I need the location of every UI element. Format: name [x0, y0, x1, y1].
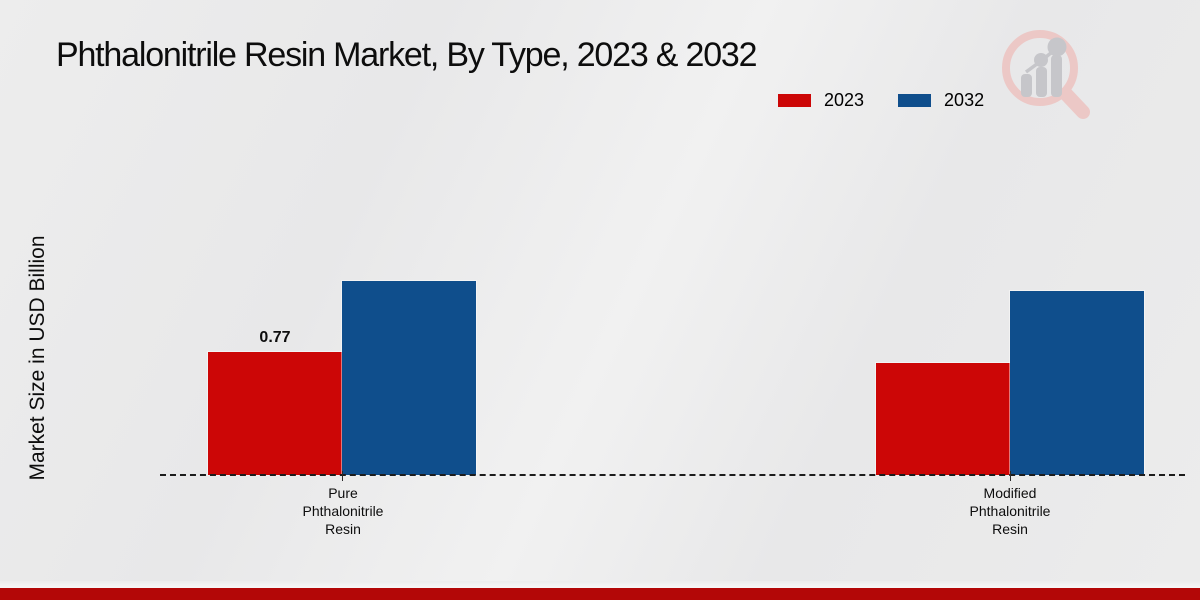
- footer-accent-bar: [0, 588, 1200, 600]
- y-axis-label: Market Size in USD Billion: [26, 235, 49, 481]
- bar-group-pure: 0.77: [208, 281, 476, 475]
- bar-group-modified: [876, 291, 1144, 475]
- legend-item-2032: 2032: [898, 90, 984, 111]
- category-label-line: Modified: [983, 485, 1037, 501]
- category-label-line: Resin: [325, 521, 361, 537]
- bar-modified-2032: [1010, 291, 1144, 475]
- legend-label-2023: 2023: [824, 90, 865, 110]
- category-label-pure: Pure Phthalonitrile Resin: [233, 484, 453, 538]
- bar-value-label: 0.77: [259, 329, 291, 346]
- x-axis-baseline: [160, 474, 1185, 476]
- bar-pure-2023: 0.77: [208, 329, 342, 475]
- legend-label-2032: 2032: [944, 90, 985, 110]
- x-axis-tick-pure: [342, 471, 343, 481]
- legend: 2023 2032: [778, 90, 984, 111]
- category-label-line: Phthalonitrile: [302, 503, 384, 519]
- category-label-line: Pure: [328, 485, 358, 501]
- x-axis-tick-modified: [1010, 471, 1011, 481]
- bar-modified-2023: [876, 363, 1010, 475]
- legend-swatch-2023: [778, 94, 811, 107]
- chart-title: Phthalonitrile Resin Market, By Type, 20…: [56, 36, 758, 74]
- legend-swatch-2032: [898, 94, 932, 107]
- category-label-line: Phthalonitrile: [969, 503, 1051, 519]
- magnifier-bar-chart-logo-icon: [1002, 30, 1090, 119]
- legend-item-2023: 2023: [778, 90, 864, 111]
- footer-gradient: [0, 581, 1200, 588]
- category-label-line: Resin: [992, 521, 1028, 537]
- bar-pure-2032: [342, 281, 476, 475]
- category-label-modified: Modified Phthalonitrile Resin: [900, 484, 1120, 538]
